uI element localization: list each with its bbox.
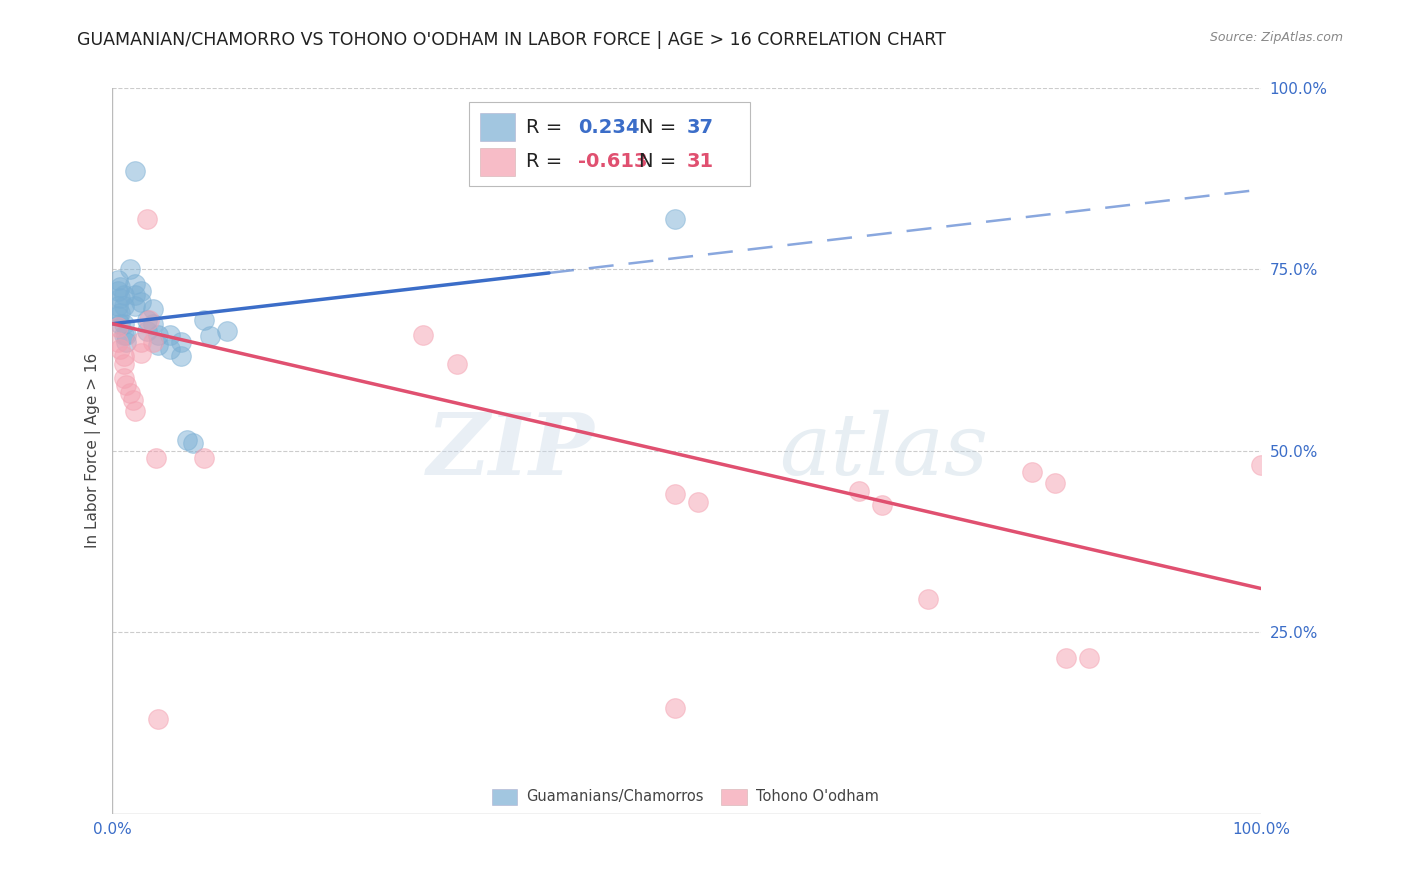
Text: -0.613: -0.613	[578, 153, 647, 171]
Point	[110, 342, 132, 356]
Text: Guamanians/Chamorros: Guamanians/Chamorros	[526, 789, 703, 805]
Point	[115, 327, 138, 342]
FancyBboxPatch shape	[721, 789, 747, 805]
Point	[115, 334, 138, 349]
Point	[142, 302, 165, 317]
Point	[198, 329, 221, 343]
Text: ZIP: ZIP	[427, 409, 595, 492]
Point	[159, 327, 181, 342]
Point	[870, 498, 893, 512]
Point	[148, 712, 170, 726]
Point	[110, 306, 132, 320]
Point	[688, 494, 710, 508]
Point	[129, 334, 152, 349]
Point	[664, 487, 686, 501]
Point	[412, 327, 434, 342]
Point	[848, 483, 870, 498]
Point	[124, 287, 146, 301]
Point	[112, 357, 135, 371]
Text: Tohono O'odham: Tohono O'odham	[756, 789, 879, 805]
Point	[664, 211, 686, 226]
Point	[170, 350, 193, 364]
Point	[138, 313, 160, 327]
Point	[107, 334, 129, 349]
Text: R =: R =	[526, 153, 568, 171]
Text: R =: R =	[526, 118, 568, 136]
Point	[107, 320, 129, 334]
Point	[142, 334, 165, 349]
Point	[112, 317, 135, 331]
Point	[129, 345, 152, 359]
Point	[129, 284, 152, 298]
Point	[112, 350, 135, 364]
Text: 37: 37	[688, 118, 714, 136]
Point	[112, 371, 135, 385]
Text: GUAMANIAN/CHAMORRO VS TOHONO O'ODHAM IN LABOR FORCE | AGE > 16 CORRELATION CHART: GUAMANIAN/CHAMORRO VS TOHONO O'ODHAM IN …	[77, 31, 946, 49]
Text: N =: N =	[638, 118, 682, 136]
Point	[110, 280, 132, 294]
FancyBboxPatch shape	[479, 113, 515, 141]
Point	[217, 324, 239, 338]
Point	[135, 313, 157, 327]
Point	[110, 291, 132, 305]
FancyBboxPatch shape	[468, 103, 749, 186]
Point	[1250, 458, 1272, 473]
Point	[159, 342, 181, 356]
Point	[142, 317, 165, 331]
Point	[107, 284, 129, 298]
Text: 31: 31	[688, 153, 714, 171]
Point	[145, 450, 167, 465]
Point	[664, 701, 686, 715]
Point	[1054, 650, 1077, 665]
Point	[170, 334, 193, 349]
FancyBboxPatch shape	[479, 148, 515, 176]
Point	[181, 436, 204, 450]
Point	[193, 313, 215, 327]
Text: Source: ZipAtlas.com: Source: ZipAtlas.com	[1209, 31, 1343, 45]
Point	[107, 310, 129, 324]
Point	[135, 324, 157, 338]
Point	[124, 277, 146, 291]
Point	[124, 164, 146, 178]
Point	[129, 295, 152, 310]
Point	[917, 592, 939, 607]
Point	[1043, 476, 1066, 491]
Point	[193, 450, 215, 465]
Point	[107, 299, 129, 313]
Point	[118, 262, 141, 277]
Point	[107, 273, 129, 287]
Point	[115, 378, 138, 392]
Point	[124, 404, 146, 418]
FancyBboxPatch shape	[492, 789, 517, 805]
Point	[446, 357, 468, 371]
Point	[135, 211, 157, 226]
Text: 0.234: 0.234	[578, 118, 640, 136]
Text: atlas: atlas	[779, 409, 988, 492]
Point	[176, 433, 198, 447]
Point	[1078, 650, 1101, 665]
Point	[1021, 466, 1043, 480]
Point	[110, 317, 132, 331]
Point	[118, 385, 141, 400]
Point	[112, 287, 135, 301]
Text: N =: N =	[638, 153, 682, 171]
Point	[122, 392, 145, 407]
Point	[148, 338, 170, 352]
Point	[112, 299, 135, 313]
Point	[124, 299, 146, 313]
Point	[112, 327, 135, 342]
Point	[148, 327, 170, 342]
Y-axis label: In Labor Force | Age > 16: In Labor Force | Age > 16	[86, 353, 101, 549]
